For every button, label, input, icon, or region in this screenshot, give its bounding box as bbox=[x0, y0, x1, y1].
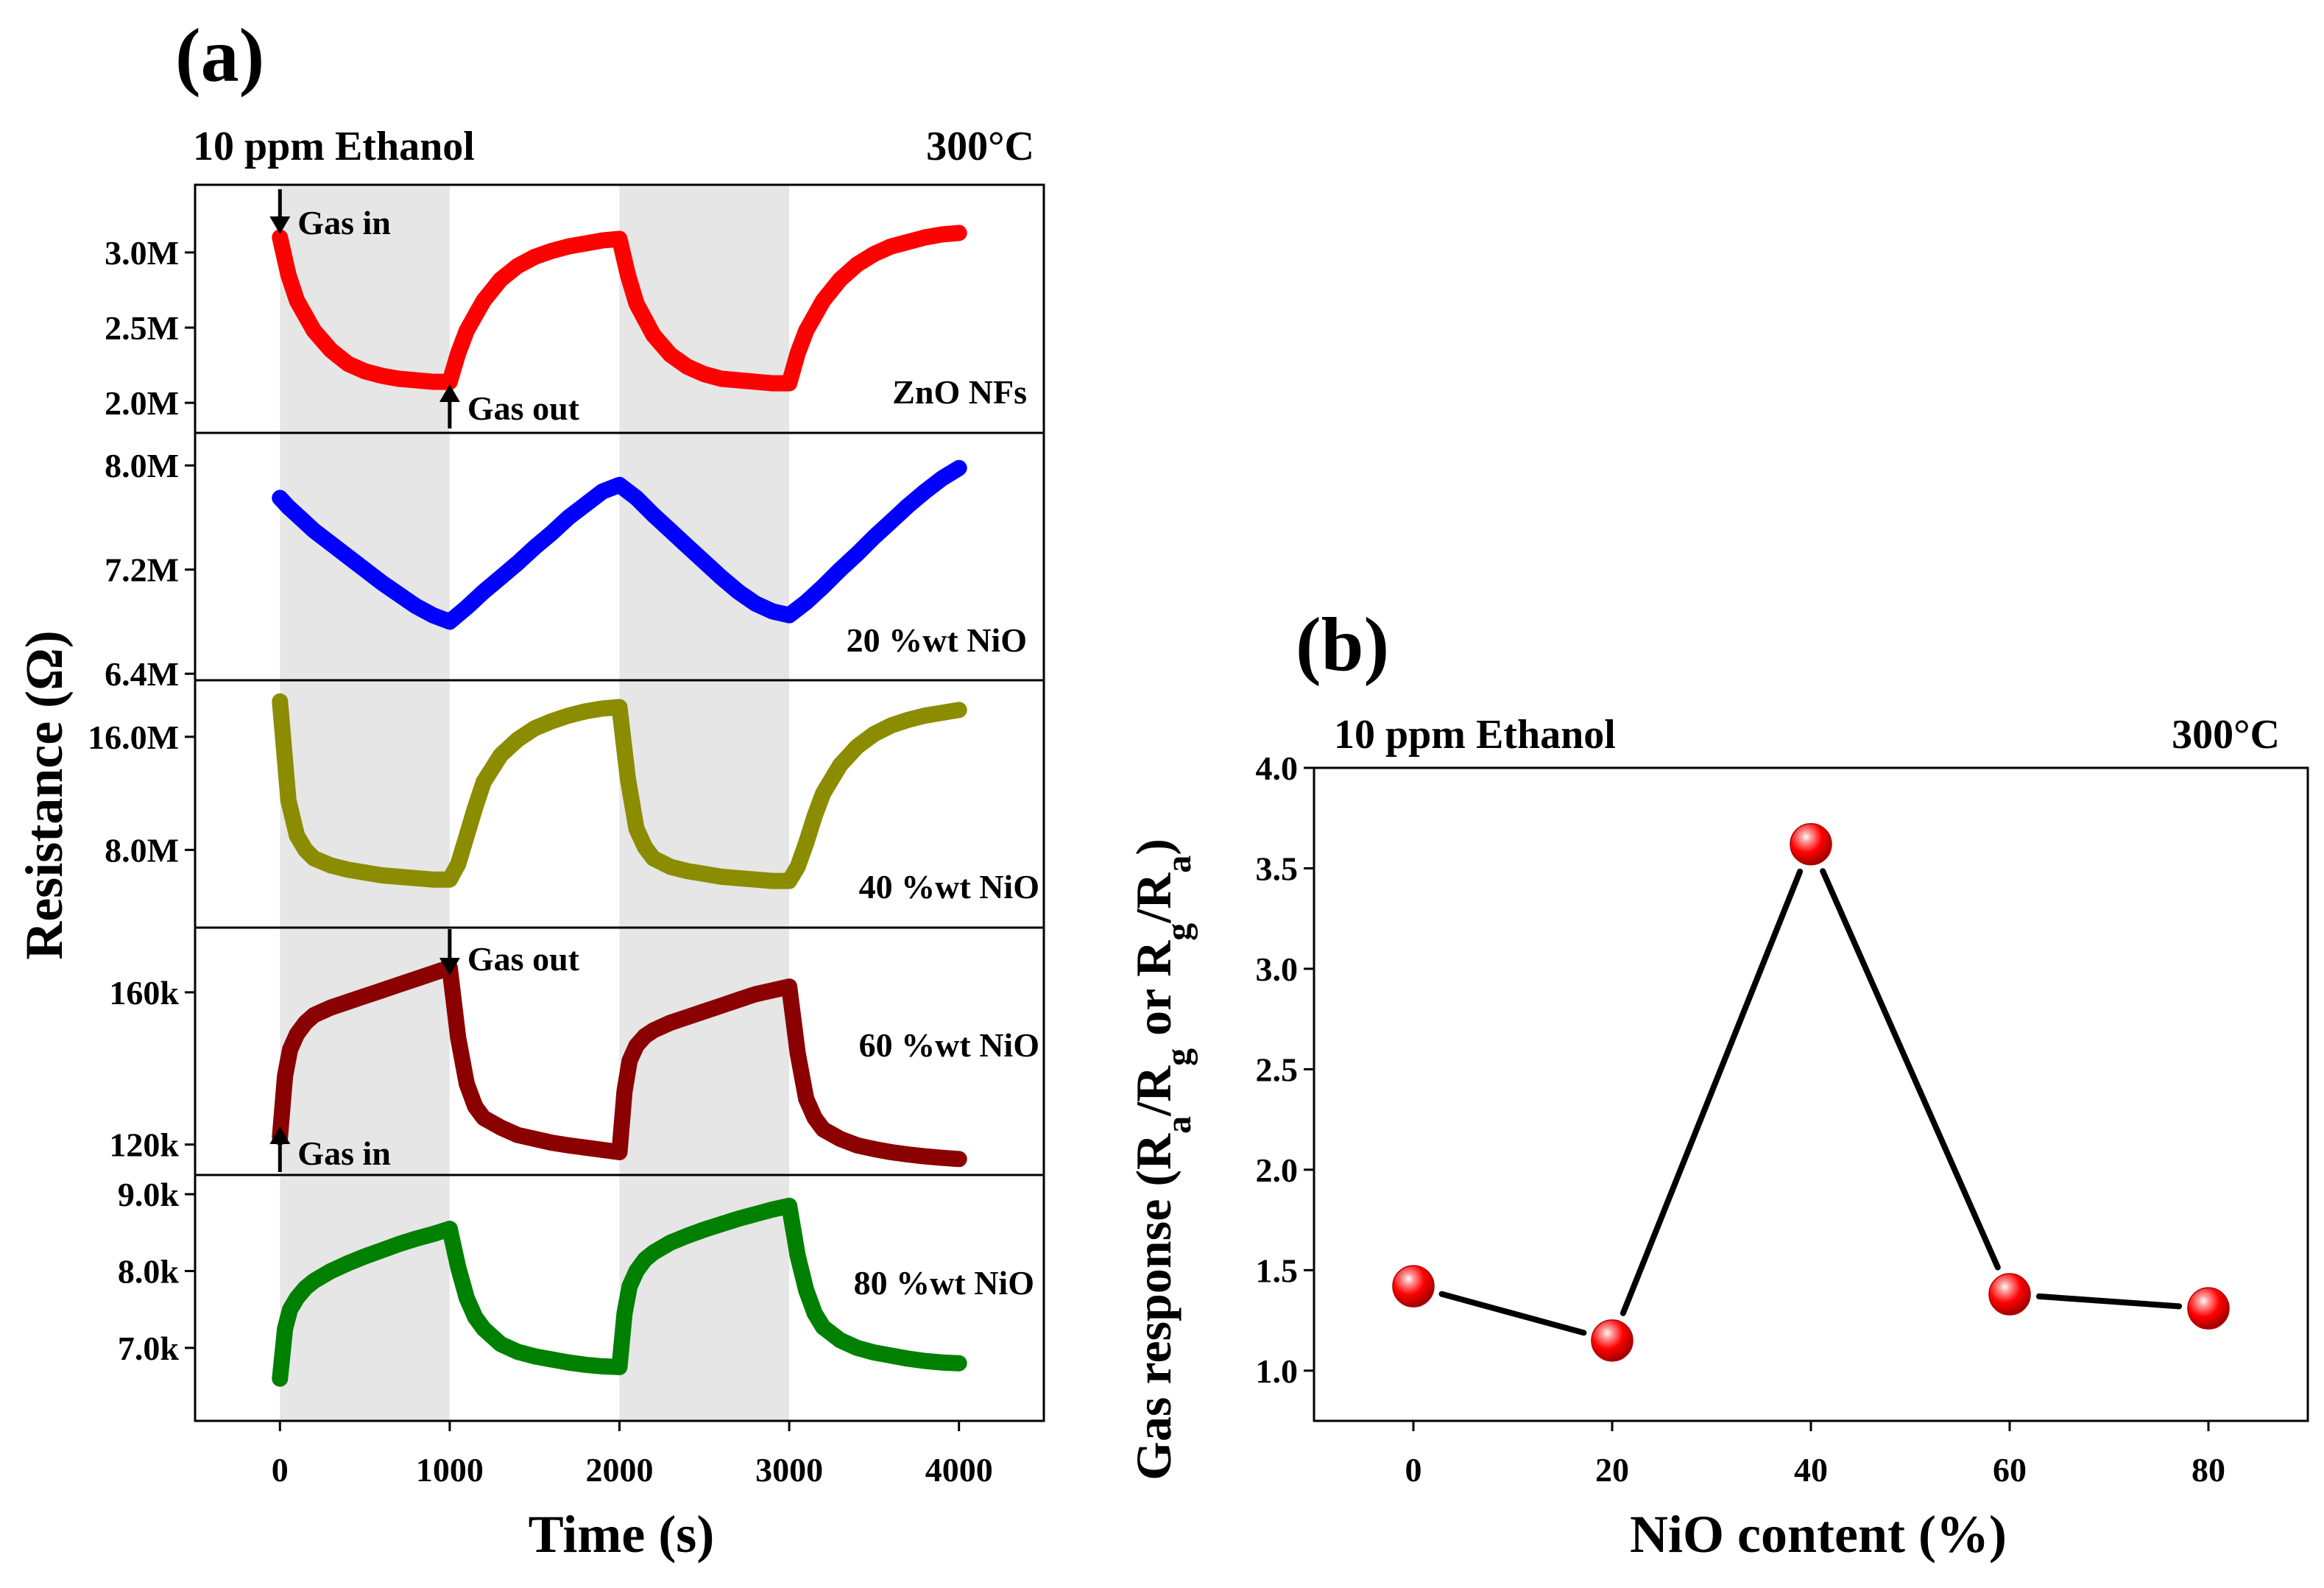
gas-exposure-band bbox=[280, 185, 450, 1421]
resistance-trace-line bbox=[272, 959, 967, 1168]
subplot-label: 60 %wt NiO bbox=[859, 1026, 1039, 1064]
y-tick-label: 2.5M bbox=[105, 309, 179, 347]
panel-b-label: (b) bbox=[1296, 602, 1389, 687]
annotation-arrow bbox=[439, 929, 460, 975]
y-tick-label: 3.5 bbox=[1256, 850, 1299, 887]
annotation-label: Gas out bbox=[467, 389, 580, 427]
subplot-label: 80 %wt NiO bbox=[854, 1264, 1034, 1302]
x-axis-title-nio-content: NiO content (%) bbox=[1630, 1505, 2007, 1564]
arrow-head bbox=[439, 958, 460, 975]
resistance-trace-line bbox=[272, 459, 967, 630]
x-tick-label: 4000 bbox=[925, 1451, 993, 1489]
y-axis-title-gas-response: Gas response (Ra/Rg or Rg/Ra) bbox=[1126, 839, 1198, 1481]
panel-a-axes: 2.0M 2.5M 3.0M 6.4M 7.2M 8.0M 8.0M 16.0M 120k 160… bbox=[88, 183, 1045, 1489]
resistance-trace-line bbox=[272, 1197, 967, 1387]
x-tick-label: 1000 bbox=[416, 1451, 484, 1489]
series-line-segment bbox=[2035, 1293, 2183, 1310]
data-point-marker bbox=[1790, 822, 1832, 866]
y-tick-label: 160k bbox=[109, 974, 179, 1012]
x-tick-label: 60 bbox=[1993, 1451, 2027, 1489]
annotation-label: Gas out bbox=[467, 940, 580, 978]
annotation-arrow bbox=[269, 189, 291, 234]
y-tick-label: 9.0k bbox=[118, 1176, 180, 1213]
y-tick-label: 2.0 bbox=[1256, 1151, 1299, 1189]
subplot-labels: ZnO NFs Gas in Gas out 20 %wt NiO 40 %wt NiO… bbox=[297, 204, 1039, 1302]
x-tick-label: 2000 bbox=[586, 1451, 654, 1489]
y-tick-label: 2.0M bbox=[105, 384, 179, 422]
subplot-label: 40 %wt NiO bbox=[859, 868, 1039, 906]
y-axis-title-prefix: Gas response (R bbox=[1126, 1133, 1182, 1481]
panel-b-header-right: 300°C bbox=[2172, 712, 2280, 758]
gas-exposure-shading bbox=[280, 185, 790, 1421]
y-tick-label: 8.0M bbox=[105, 447, 179, 484]
panel-b-frame bbox=[1313, 766, 2309, 1422]
panel-a-label: (a) bbox=[175, 13, 264, 98]
y-tick-label: 3.0M bbox=[105, 234, 179, 272]
panel-a-header-right: 300°C bbox=[926, 124, 1034, 169]
y-tick-label: 2.5 bbox=[1256, 1051, 1299, 1088]
annotation-label: Gas in bbox=[297, 204, 391, 241]
data-point-marker bbox=[2187, 1287, 2230, 1330]
annotation-arrow bbox=[269, 1126, 291, 1172]
y-tick-label: 4.0 bbox=[1256, 749, 1299, 787]
gas-response-series bbox=[1392, 822, 2230, 1362]
resistance-trace-line bbox=[272, 225, 967, 392]
panel-a-chart: 10 ppm Ethanol 300°C 2.0M 2.5M 3.0M 6.4M 7.2… bbox=[15, 124, 1045, 1564]
panel-a-header-left: 10 ppm Ethanol bbox=[193, 124, 475, 169]
y-tick-label: 1.5 bbox=[1256, 1252, 1299, 1289]
panel-b-header-left: 10 ppm Ethanol bbox=[1334, 712, 1616, 758]
panel-b-axes: 1.0 1.5 2.0 2.5 3.0 3.5 4.0 0 20 40 60 80 bbox=[1256, 749, 2309, 1489]
y-tick-label: 8.0M bbox=[105, 831, 179, 869]
arrow-head bbox=[269, 216, 291, 234]
arrow-head bbox=[269, 1126, 291, 1144]
x-axis-title-time: Time (s) bbox=[529, 1505, 715, 1564]
y-tick-label: 6.4M bbox=[105, 655, 179, 693]
data-point-marker bbox=[1988, 1273, 2031, 1316]
annotation-label: Gas in bbox=[297, 1134, 391, 1172]
x-tick-label: 0 bbox=[1405, 1451, 1422, 1489]
y-tick-label: 8.0k bbox=[118, 1252, 180, 1290]
y-axis-title-resistance: Resistance (Ω) bbox=[15, 630, 74, 960]
resistance-traces bbox=[269, 189, 967, 1387]
y-tick-label: 1.0 bbox=[1256, 1352, 1299, 1390]
y-tick-label: 7.2M bbox=[105, 551, 179, 589]
series-line-segment bbox=[1438, 1291, 1587, 1336]
x-tick-label: 20 bbox=[1595, 1451, 1629, 1489]
annotation-arrow bbox=[439, 384, 460, 428]
data-point-marker bbox=[1392, 1265, 1435, 1308]
x-tick-label: 3000 bbox=[755, 1451, 823, 1489]
series-line-segment bbox=[1620, 868, 1804, 1316]
y-tick-label: 120k bbox=[109, 1126, 179, 1164]
y-tick-label: 7.0k bbox=[118, 1330, 180, 1367]
x-tick-label: 0 bbox=[272, 1451, 289, 1489]
series-line-segment bbox=[1820, 868, 2001, 1271]
subplot-label: ZnO NFs bbox=[892, 373, 1027, 411]
resistance-trace-line bbox=[272, 693, 967, 889]
x-tick-label: 80 bbox=[2191, 1451, 2225, 1489]
subplot-label: 20 %wt NiO bbox=[847, 621, 1027, 659]
data-point-marker bbox=[1591, 1319, 1633, 1362]
y-tick-label: 3.0 bbox=[1256, 950, 1299, 988]
arrow-head bbox=[439, 384, 460, 402]
panel-b-chart: 10 ppm Ethanol 300°C 1.0 1.5 2.0 2.5 3.0 3.5 4… bbox=[1126, 712, 2309, 1564]
y-tick-label: 16.0M bbox=[88, 719, 179, 756]
x-tick-label: 40 bbox=[1794, 1451, 1828, 1489]
